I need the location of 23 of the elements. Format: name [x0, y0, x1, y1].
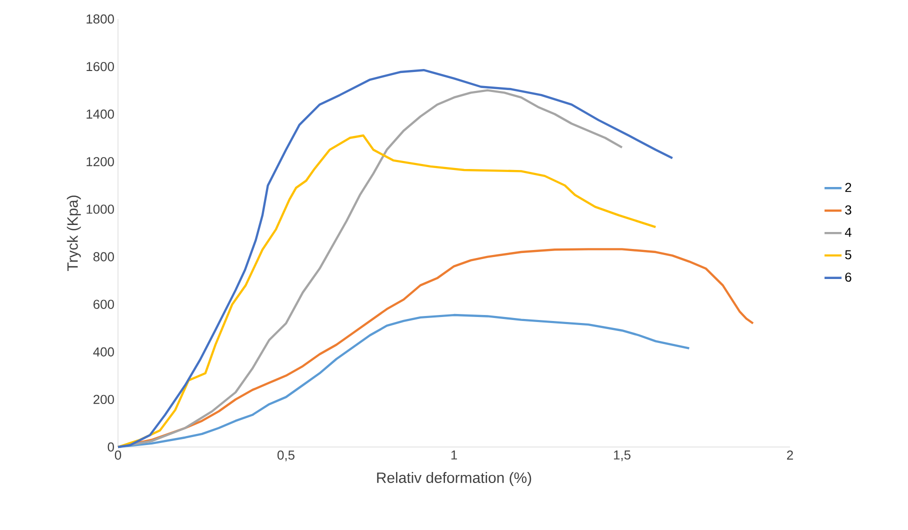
line-series [116, 134, 657, 448]
x-tick-label: 2 [787, 450, 793, 460]
y-axis-title: Tryck (Kpa) [66, 196, 81, 271]
legend-label: 5 [845, 250, 852, 260]
y-tick-label: 800 [93, 252, 114, 262]
y-tick-label: 1400 [86, 110, 114, 119]
y-tick-label: 600 [94, 300, 114, 309]
y-tick-label: 0 [108, 442, 114, 452]
x-tick-label: 1 [451, 450, 457, 460]
y-tick-label: 1200 [86, 157, 114, 166]
y-tick-label: 1000 [86, 204, 114, 214]
legend-label: 4 [844, 228, 852, 237]
y-tick-label: 200 [94, 394, 114, 404]
y-tick-label: 1800 [86, 14, 114, 24]
y-tick-label: 1600 [86, 62, 114, 72]
x-axis-title: Relativ deformation (%) [377, 472, 532, 486]
y-tick-label: 400 [93, 347, 114, 356]
legend-label: 2 [845, 182, 852, 192]
legend-label: 3 [845, 205, 852, 215]
x-tick-label: 0 [114, 450, 122, 460]
x-tick-label: 0,5 [278, 450, 294, 462]
legend-label: 6 [845, 272, 852, 282]
x-tick-label: 1,5 [614, 450, 630, 462]
